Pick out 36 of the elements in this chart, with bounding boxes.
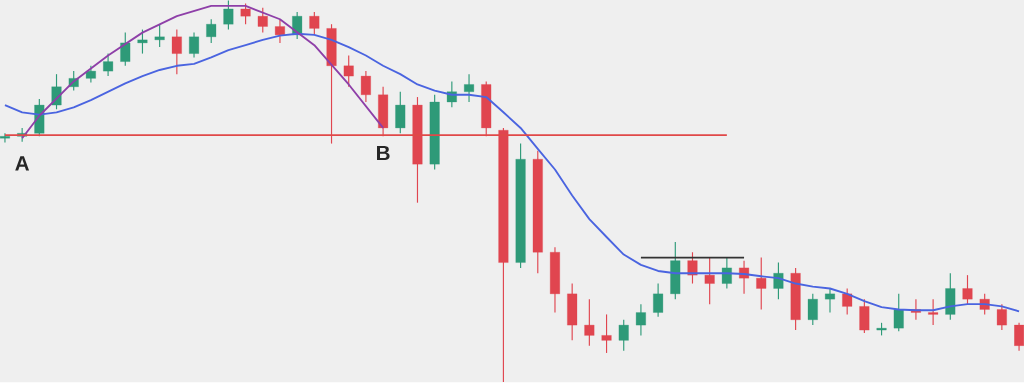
candlestick bbox=[962, 274, 973, 305]
candlestick bbox=[756, 257, 767, 311]
candlestick bbox=[721, 257, 732, 290]
candlestick bbox=[120, 32, 131, 67]
candlestick bbox=[137, 29, 148, 55]
candlestick bbox=[464, 73, 474, 103]
candlestick bbox=[257, 7, 268, 34]
candlestick bbox=[360, 70, 371, 103]
candlestick bbox=[240, 3, 251, 26]
candlestick bbox=[189, 32, 199, 59]
candlestick bbox=[223, 0, 234, 31]
candlestick bbox=[0, 132, 10, 144]
candlestick bbox=[395, 91, 406, 135]
annotation: A bbox=[15, 156, 30, 171]
candlestick bbox=[996, 303, 1007, 331]
candlestick bbox=[928, 298, 939, 326]
candlestick bbox=[635, 303, 646, 337]
candlestick bbox=[309, 11, 320, 36]
candlestick bbox=[859, 298, 870, 334]
candlestick bbox=[275, 18, 285, 44]
candlestick bbox=[807, 293, 818, 326]
candlestick bbox=[171, 29, 182, 75]
candlestick bbox=[103, 53, 114, 77]
candlestick bbox=[653, 283, 664, 318]
candlestick bbox=[154, 23, 165, 48]
candlestick bbox=[773, 262, 784, 300]
candlestick bbox=[825, 288, 835, 314]
candlestick bbox=[618, 319, 629, 352]
candlestick bbox=[893, 293, 904, 333]
candlestick bbox=[704, 257, 715, 305]
candlestick bbox=[206, 18, 217, 44]
candlestick bbox=[601, 314, 612, 354]
candlestick bbox=[842, 288, 853, 316]
annotation: B bbox=[377, 146, 390, 161]
candlestick bbox=[343, 55, 354, 88]
candlestick bbox=[584, 298, 595, 347]
